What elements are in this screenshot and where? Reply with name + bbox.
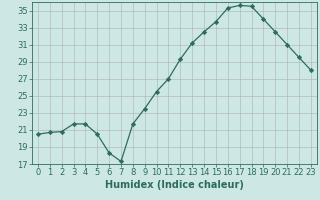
X-axis label: Humidex (Indice chaleur): Humidex (Indice chaleur) [105,180,244,190]
